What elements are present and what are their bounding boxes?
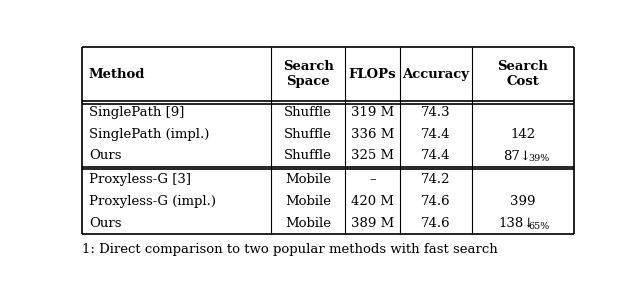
Text: Mobile: Mobile — [285, 217, 331, 230]
Text: 1: Direct comparison to two popular methods with fast search: 1: Direct comparison to two popular meth… — [83, 244, 498, 256]
Text: 399: 399 — [510, 195, 536, 208]
Text: 74.4: 74.4 — [421, 128, 451, 140]
Text: SinglePath [9]: SinglePath [9] — [89, 106, 184, 119]
Text: 65%: 65% — [529, 222, 550, 231]
Text: 74.3: 74.3 — [421, 106, 451, 119]
Text: 74.6: 74.6 — [421, 195, 451, 208]
Text: SinglePath (impl.): SinglePath (impl.) — [89, 128, 209, 140]
Text: 87↓: 87↓ — [503, 150, 531, 162]
Text: Ours: Ours — [89, 217, 122, 230]
Text: 336 M: 336 M — [351, 128, 394, 140]
Text: Search
Space: Search Space — [283, 60, 333, 88]
Text: Shuffle: Shuffle — [284, 128, 332, 140]
Text: 74.6: 74.6 — [421, 217, 451, 230]
Text: –: – — [369, 173, 376, 187]
Text: FLOPs: FLOPs — [349, 68, 396, 81]
Text: Shuffle: Shuffle — [284, 150, 332, 162]
Text: Search
Cost: Search Cost — [497, 60, 548, 88]
Text: Mobile: Mobile — [285, 173, 331, 187]
Text: 74.2: 74.2 — [421, 173, 451, 187]
Text: Proxyless-G [3]: Proxyless-G [3] — [89, 173, 191, 187]
Text: Ours: Ours — [89, 150, 122, 162]
Text: 74.4: 74.4 — [421, 150, 451, 162]
Text: Mobile: Mobile — [285, 195, 331, 208]
Text: 325 M: 325 M — [351, 150, 394, 162]
Text: 389 M: 389 M — [351, 217, 394, 230]
Text: 39%: 39% — [529, 154, 550, 163]
Text: Method: Method — [89, 68, 145, 81]
Text: Accuracy: Accuracy — [403, 68, 469, 81]
Text: 420 M: 420 M — [351, 195, 394, 208]
Text: 138↓: 138↓ — [499, 217, 535, 230]
Text: 142: 142 — [510, 128, 535, 140]
Text: Shuffle: Shuffle — [284, 106, 332, 119]
Text: 319 M: 319 M — [351, 106, 394, 119]
Text: Proxyless-G (impl.): Proxyless-G (impl.) — [89, 195, 216, 208]
